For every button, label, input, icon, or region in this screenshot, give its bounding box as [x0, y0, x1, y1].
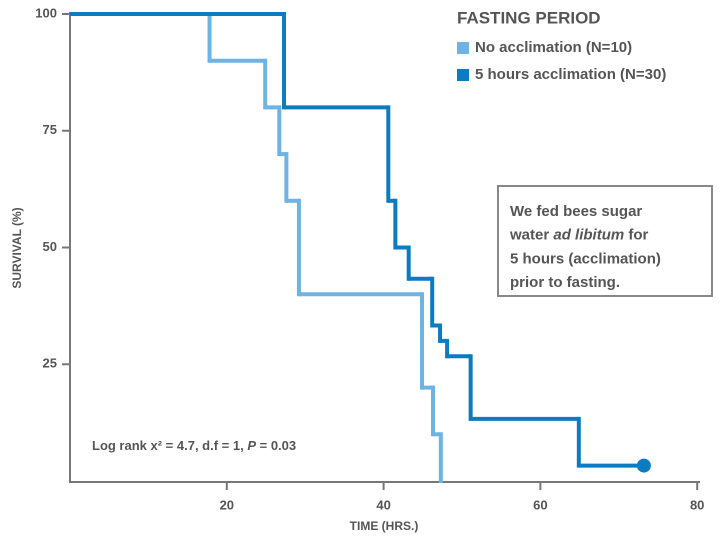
x-tick-label: 60 — [533, 497, 547, 512]
note-line: 5 hours (acclimation) — [510, 250, 661, 267]
note-part: prior to fasting. — [510, 274, 620, 291]
legend-title: FASTING PERIOD — [457, 8, 601, 27]
y-tick-label: 100 — [35, 5, 57, 20]
note-box — [497, 185, 713, 297]
note-part: ad libitum — [553, 227, 624, 244]
y-axis-label: SURVIVAL (%) — [10, 207, 24, 288]
note-part: for — [624, 227, 648, 244]
survival-curve — [70, 12, 443, 483]
stats-annotation: Log rank x² = 4.7, d.f = 1, P = 0.03 — [92, 438, 296, 453]
y-tick-label: 50 — [43, 239, 57, 254]
stats-part: = 0.03 — [256, 438, 296, 453]
stats-part: P — [247, 438, 256, 453]
y-tick-label: 25 — [43, 356, 57, 371]
censor-marker — [636, 458, 651, 473]
note-line: prior to fasting. — [510, 274, 620, 291]
x-tick-label: 40 — [376, 497, 390, 512]
x-tick-label: 80 — [690, 497, 704, 512]
x-tick-label: 20 — [220, 497, 234, 512]
stats-part: Log rank x² = 4.7, d.f = 1, — [92, 438, 247, 453]
survival-curve — [70, 12, 646, 468]
legend-label: 5 hours acclimation (N=30) — [475, 66, 666, 83]
x-axis-label: TIME (HRS.) — [350, 519, 419, 533]
note-part: water — [509, 227, 553, 244]
legend-label: No acclimation (N=10) — [475, 39, 632, 56]
note-line: water ad libitum for — [509, 227, 649, 244]
note-line: We fed bees sugar — [510, 203, 642, 220]
y-tick-label: 75 — [43, 122, 57, 137]
note-part: 5 hours (acclimation) — [510, 250, 661, 267]
legend-swatch — [457, 42, 469, 54]
legend-swatch — [457, 69, 469, 81]
note-part: We fed bees sugar — [510, 203, 642, 220]
